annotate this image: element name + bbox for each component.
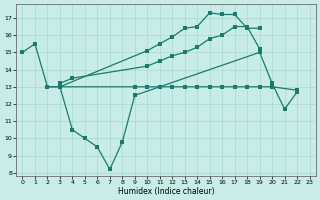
X-axis label: Humidex (Indice chaleur): Humidex (Indice chaleur): [118, 187, 214, 196]
